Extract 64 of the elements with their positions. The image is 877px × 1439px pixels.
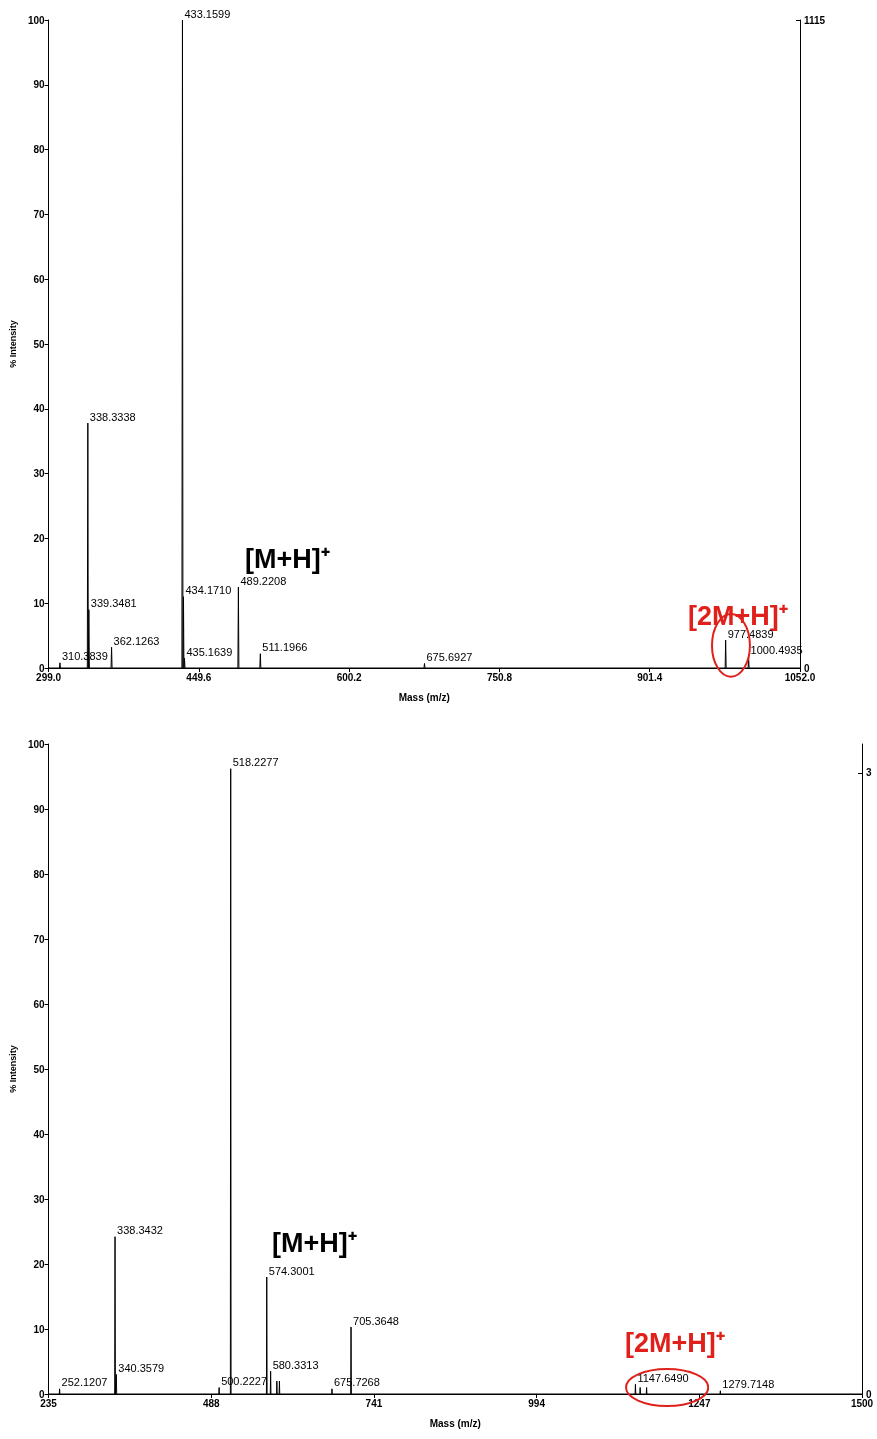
y-tick-label: 60 [33,998,46,1010]
annotation: [M+H]⁺ [272,1227,357,1258]
x-tick-label: 1052.0 [784,671,816,683]
x-tick-label: 741 [365,1397,383,1409]
x-tick-label: 600.2 [336,671,363,683]
y-tick-label: 100 [27,14,46,26]
x-tick-label: 449.6 [186,671,212,683]
annotation: 705.3648 [353,1314,399,1327]
annotation: 489.2208 [240,574,287,587]
annotation: 511.1966 [262,641,308,654]
annotation: 574.3001 [268,1264,315,1277]
x-axis-title: Mass (m/z) [398,691,450,703]
annotation: 675.6927 [426,650,473,663]
x-tick-label: 299.0 [36,671,62,683]
y-tick-label: 100 [27,738,46,750]
annotation: [2M+H]⁺ [688,600,788,631]
y-tick-label: 40 [33,1128,46,1140]
y-tick-label: 90 [33,79,46,91]
annotation: 580.3313 [272,1358,319,1371]
y2-tick-label: 3 [866,767,872,779]
x-tick-label: 901.4 [637,671,663,683]
annotation: 1147.6490 [637,1371,689,1384]
annotation: 339.3481 [90,597,137,610]
y-tick-label: 80 [33,144,46,156]
annotation: 435.1639 [186,645,233,658]
y2-tick-label: 0 [866,1388,872,1400]
y-tick-label: 30 [33,468,46,480]
y-tick-label: 80 [33,868,46,880]
annotation: 362.1263 [113,634,160,647]
annotation: 433.1599 [184,7,231,20]
y-axis-title: % Intensity [7,320,18,368]
y-tick-label: 50 [33,338,46,350]
y2-tick-label: 0 [804,662,810,674]
y-tick-label: 10 [33,1323,46,1335]
annotation: 434.1710 [185,584,232,597]
annotation: [M+H]⁺ [245,543,330,574]
y-tick-label: 0 [39,662,46,674]
annotation: 518.2277 [232,756,279,769]
annotation: 252.1207 [61,1376,108,1389]
annotation: 338.3338 [89,410,136,423]
annotation: 340.3579 [118,1362,165,1374]
x-tick-label: 1247 [688,1397,711,1409]
y-tick-label: 0 [39,1388,46,1400]
x-tick-label: 235 [40,1397,58,1409]
x-tick-label: 750.8 [486,671,513,683]
x-tick-label: 1500 [850,1397,874,1409]
y-tick-label: 30 [33,1193,46,1205]
y-tick-label: 70 [33,933,46,945]
y-tick-label: 10 [33,597,46,609]
y-tick-label: 90 [33,803,46,815]
y-tick-label: 60 [33,273,46,285]
annotation: 338.3432 [117,1224,163,1237]
y-tick-label: 70 [33,208,46,220]
y2-tick-label: 1115 [804,14,826,26]
y-axis-title: % Intensity [7,1045,18,1093]
annotation: [2M+H]⁺ [625,1327,725,1358]
x-tick-label: 488 [202,1397,221,1409]
y-tick-label: 20 [33,532,46,544]
y-tick-label: 40 [33,403,46,415]
annotation: 1279.7148 [722,1378,775,1391]
x-axis-title: Mass (m/z) [429,1417,481,1429]
y-tick-label: 20 [33,1258,46,1270]
y-tick-label: 50 [33,1063,46,1075]
x-tick-label: 994 [528,1397,546,1409]
